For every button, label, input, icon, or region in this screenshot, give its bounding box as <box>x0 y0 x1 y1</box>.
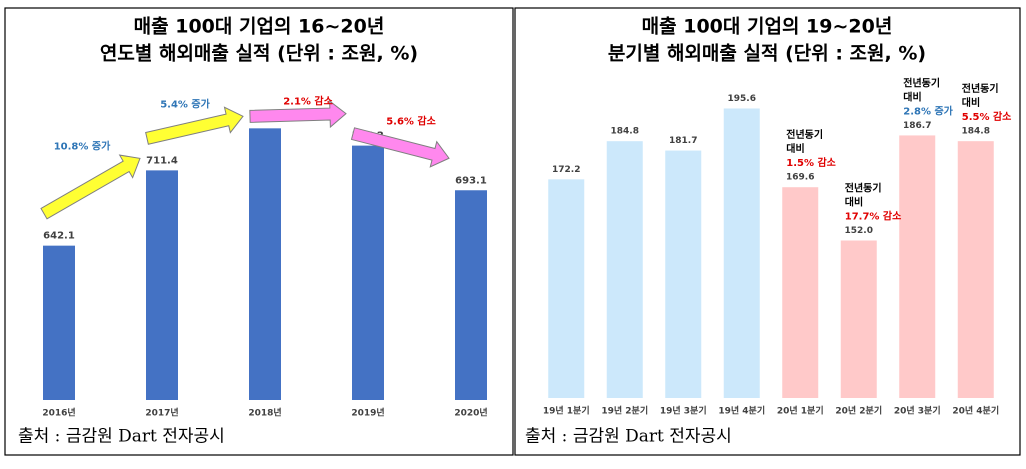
data-label: 169.6 <box>786 173 814 183</box>
data-label: 181.7 <box>669 136 697 146</box>
data-label: 152.0 <box>845 226 873 236</box>
bar <box>43 245 75 400</box>
annotation: 5.5% 감소 <box>962 111 1012 123</box>
arrow <box>145 106 244 145</box>
data-label: 693.1 <box>455 175 487 186</box>
annotation: 2.1% 감소 <box>283 96 333 108</box>
panel-border <box>514 7 1021 456</box>
annotation: 5.4% 증가 <box>160 97 210 110</box>
x-tick-label: 20년 2분기 <box>835 405 882 417</box>
x-tick-label: 20년 4분기 <box>952 405 999 417</box>
chart-title: 연도별 해외매출 실적 (단위 : 조원, %) <box>100 43 418 65</box>
arrow <box>249 100 347 129</box>
annotation: 대비 <box>903 90 921 103</box>
chart-title: 매출 100대 기업의 16~20년 <box>134 16 385 38</box>
data-label: 184.8 <box>962 127 990 137</box>
bar <box>840 240 877 398</box>
bar <box>352 145 384 400</box>
arrow <box>350 127 450 168</box>
x-tick-label: 19년 3분기 <box>660 405 707 417</box>
x-tick-label: 2019년 <box>351 407 384 419</box>
data-label: 172.2 <box>552 165 580 175</box>
x-tick-label: 19년 1분기 <box>543 405 590 417</box>
annotation: 1.5% 감소 <box>786 157 836 169</box>
bar <box>146 170 178 400</box>
bar <box>455 190 487 400</box>
bar <box>548 179 585 398</box>
bar <box>723 108 760 399</box>
bar <box>899 135 936 398</box>
annotation: 전년동기 <box>845 182 882 195</box>
bar <box>957 141 994 399</box>
bar <box>249 128 281 400</box>
source-note: 출처 : 금감원 Dart 전자공시 <box>18 427 225 447</box>
annotation: 17.7% 감소 <box>845 211 902 223</box>
annotation: 대비 <box>786 142 804 155</box>
data-label: 184.8 <box>611 127 639 137</box>
annotation: 대비 <box>962 96 980 109</box>
annotation: 2.8% 증가 <box>903 104 953 117</box>
x-tick-label: 20년 3분기 <box>894 405 941 417</box>
x-tick-label: 20년 1분기 <box>777 405 824 417</box>
source-note: 출처 : 금감원 Dart 전자공시 <box>525 427 732 447</box>
annotation: 대비 <box>845 196 863 209</box>
annotation: 전년동기 <box>786 128 823 141</box>
chart-title: 매출 100대 기업의 19~20년 <box>642 16 893 38</box>
annotation: 전년동기 <box>903 76 940 89</box>
x-tick-label: 2020년 <box>454 407 487 419</box>
chart-title: 분기별 해외매출 실적 (단위 : 조원, %) <box>608 43 926 65</box>
panel-border <box>4 7 514 456</box>
x-tick-label: 19년 4분기 <box>718 405 765 417</box>
data-label: 711.4 <box>146 155 178 166</box>
annotation: 10.8% 증가 <box>54 139 111 152</box>
data-label: 186.7 <box>903 121 931 131</box>
bar <box>606 141 643 399</box>
data-label: 642.1 <box>43 231 75 242</box>
data-label: 195.6 <box>728 94 756 104</box>
annotation: 5.6% 감소 <box>386 116 436 128</box>
x-tick-label: 2018년 <box>248 407 281 419</box>
annotation: 전년동기 <box>962 82 999 95</box>
bar <box>665 150 702 398</box>
x-tick-label: 2016년 <box>42 407 75 419</box>
x-tick-label: 2017년 <box>145 407 178 419</box>
x-tick-label: 19년 2분기 <box>601 405 648 417</box>
bar <box>782 187 819 398</box>
arrow <box>40 154 141 220</box>
